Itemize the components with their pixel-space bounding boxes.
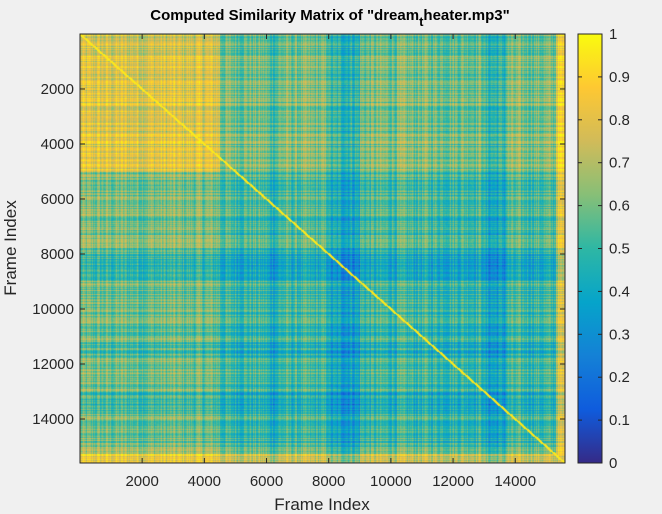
colorbar-tick-label: 0.7: [609, 155, 630, 172]
x-tick-label: 4000: [188, 473, 221, 490]
y-axis-label: Frame Index: [1, 200, 20, 296]
heatmap-image: [80, 34, 565, 463]
colorbar-tick-label: 0.9: [609, 69, 630, 86]
colorbar-tick-label: 0.5: [609, 241, 630, 258]
chart-title: Computed Similarity Matrix of "dreamthea…: [150, 7, 510, 29]
title-main: Computed Similarity Matrix of "dream: [150, 7, 419, 24]
x-tick-label: 10000: [370, 473, 412, 490]
y-tick-label: 6000: [41, 191, 74, 208]
x-tick-label: 12000: [432, 473, 474, 490]
colorbar-tick-label: 0.3: [609, 326, 630, 343]
y-tick-label: 14000: [32, 411, 74, 428]
x-axis-label: Frame Index: [274, 495, 370, 514]
y-tick-label: 4000: [41, 136, 74, 153]
y-tick-label: 8000: [41, 246, 74, 263]
x-tick-label: 2000: [125, 473, 158, 490]
title-rest: heater.mp3": [423, 7, 509, 24]
colorbar-tick-label: 1: [609, 26, 617, 43]
x-tick-label: 6000: [250, 473, 283, 490]
heatmap-raster: [80, 34, 565, 463]
colorbar-tick-label: 0.8: [609, 112, 630, 129]
y-tick-label: 10000: [32, 301, 74, 318]
y-tick-label: 2000: [41, 81, 74, 98]
y-tick-label: 12000: [32, 356, 74, 373]
colorbar-tick-label: 0.1: [609, 412, 630, 429]
colorbar-tick-label: 0.4: [609, 283, 630, 300]
colorbar-tick-label: 0: [609, 455, 617, 472]
x-tick-label: 8000: [312, 473, 345, 490]
x-tick-label: 14000: [494, 473, 536, 490]
colorbar-tick-label: 0.6: [609, 198, 630, 215]
colorbar-tick-label: 0.2: [609, 369, 630, 386]
